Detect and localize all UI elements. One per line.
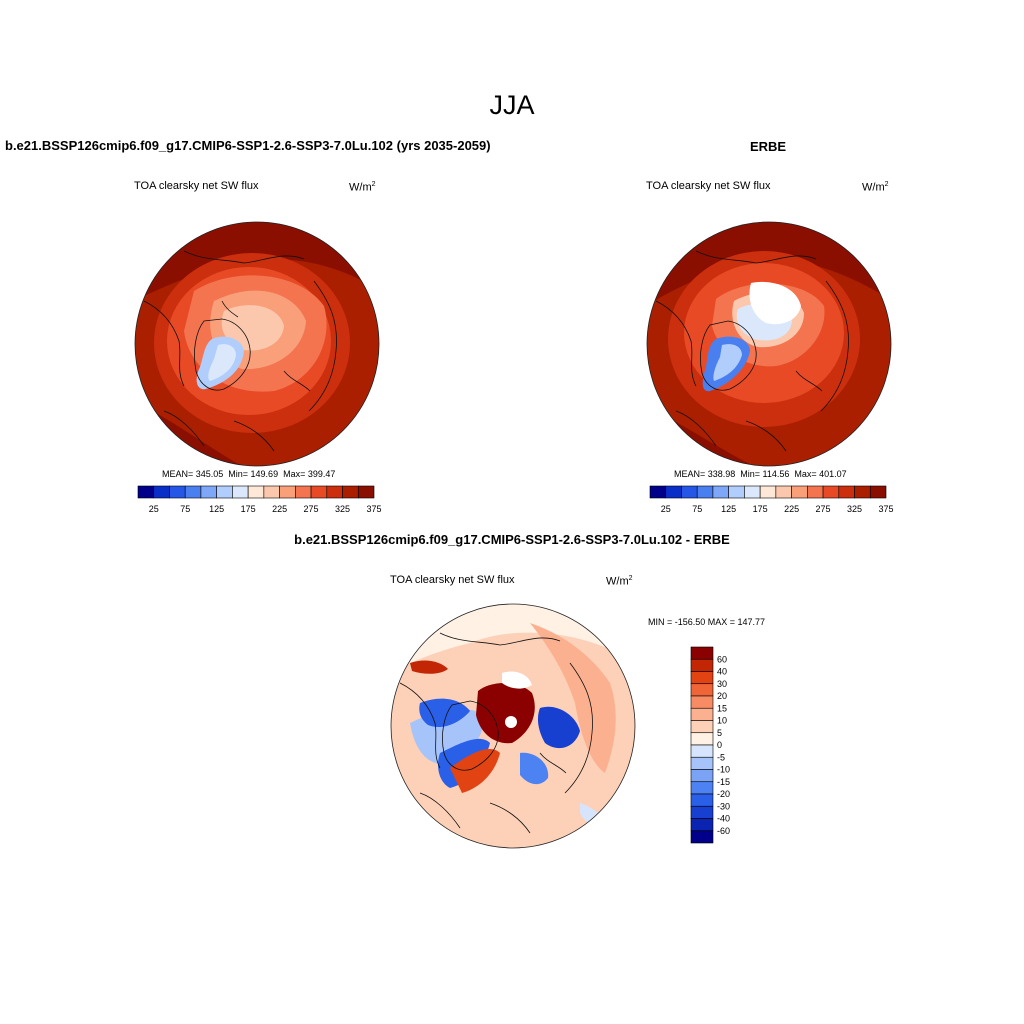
- diff-panel-title: b.e21.BSSP126cmip6.f09_g17.CMIP6-SSP1-2.…: [294, 532, 730, 547]
- diff-units: W/m2: [606, 575, 633, 588]
- colorbar-tick-label: 325: [847, 504, 862, 514]
- colorbar-tick-label: 10: [717, 716, 727, 726]
- colorbar-swatch: [326, 485, 343, 499]
- colorbar-swatch: [216, 485, 233, 499]
- main-title: JJA: [489, 90, 535, 120]
- colorbar-swatch: [791, 485, 808, 499]
- colorbar-tick-label: -15: [717, 777, 730, 787]
- colorbar-tick-label: -30: [717, 801, 730, 811]
- colorbar-swatch: [690, 707, 714, 721]
- colorbar-tick-label: 175: [753, 504, 768, 514]
- colorbar-swatch: [342, 485, 359, 499]
- colorbar-tick-label: 25: [661, 504, 671, 514]
- colorbar-tick-label: 275: [304, 504, 319, 514]
- colorbar-tick-label: 375: [366, 504, 381, 514]
- colorbar-swatch: [690, 830, 714, 844]
- obs-stats: MEAN= 338.98 Min= 114.56 Max= 401.07: [674, 469, 847, 479]
- colorbar-tick-label: 0: [717, 740, 722, 750]
- model-polar-map: [134, 221, 380, 467]
- colorbar-swatch: [690, 781, 714, 795]
- obs-panel-title: ERBE: [749, 139, 787, 154]
- colorbar-tick-label: 125: [721, 504, 736, 514]
- colorbar-swatch: [690, 756, 714, 770]
- colorbar-tick-label: 60: [717, 654, 727, 664]
- obs-colorbar: 25 75 125 175 225 275 325 375: [649, 485, 894, 514]
- colorbar-swatch: [247, 485, 265, 499]
- colorbar-tick-label: 15: [717, 703, 727, 713]
- model-colorbar: 25 75 125 175 225 275 325 375: [137, 485, 382, 514]
- colorbar-swatch: [169, 485, 186, 499]
- colorbar-swatch: [690, 720, 714, 734]
- colorbar-tick-label: 225: [272, 504, 287, 514]
- colorbar-swatch: [232, 485, 249, 499]
- model-panel-title: b.e21.BSSP126cmip6.f09_g17.CMIP6-SSP1-2.…: [5, 138, 491, 153]
- colorbar-tick-label: 75: [180, 504, 190, 514]
- colorbar-tick-label: 225: [784, 504, 799, 514]
- colorbar-swatch: [137, 485, 155, 499]
- colorbar-swatch: [854, 485, 871, 499]
- model-units: W/m2: [349, 181, 376, 194]
- colorbar-swatch: [690, 769, 714, 783]
- colorbar-tick-label: -20: [717, 789, 730, 799]
- colorbar-swatch: [690, 695, 714, 709]
- obs-polar-map: [646, 221, 892, 467]
- colorbar-swatch: [807, 485, 824, 499]
- colorbar-swatch: [690, 805, 714, 819]
- colorbar-swatch: [869, 485, 887, 499]
- diff-polar-map: [390, 603, 636, 849]
- colorbar-swatch: [690, 683, 714, 697]
- colorbar-tick-label: -5: [717, 752, 725, 762]
- colorbar-swatch: [838, 485, 855, 499]
- model-variable-label: TOA clearsky net SW flux: [134, 180, 259, 192]
- colorbar-swatch: [295, 485, 312, 499]
- colorbar-tick-label: 20: [717, 691, 727, 701]
- colorbar-swatch: [696, 485, 714, 499]
- diff-variable-label: TOA clearsky net SW flux: [390, 574, 515, 586]
- colorbar-swatch: [690, 732, 714, 746]
- colorbar-swatch: [649, 485, 667, 499]
- colorbar-swatch: [153, 485, 170, 499]
- colorbar-swatch: [822, 485, 840, 499]
- colorbar-swatch: [690, 658, 714, 672]
- obs-units: W/m2: [862, 181, 889, 194]
- colorbar-swatch: [310, 485, 328, 499]
- colorbar-tick-label: -60: [717, 826, 730, 836]
- obs-variable-label: TOA clearsky net SW flux: [646, 180, 771, 192]
- colorbar-tick-label: 40: [717, 667, 727, 677]
- diff-minmax: MIN = -156.50 MAX = 147.77: [648, 617, 766, 627]
- colorbar-swatch: [357, 485, 375, 499]
- colorbar-tick-label: 30: [717, 679, 727, 689]
- colorbar-tick-label: 275: [816, 504, 831, 514]
- colorbar-swatch: [690, 793, 714, 807]
- colorbar-tick-label: -10: [717, 765, 730, 775]
- colorbar-swatch: [279, 485, 296, 499]
- colorbar-tick-label: 5: [717, 728, 722, 738]
- colorbar-swatch: [712, 485, 729, 499]
- colorbar-swatch: [263, 485, 280, 499]
- colorbar-swatch: [759, 485, 777, 499]
- colorbar-swatch: [665, 485, 682, 499]
- colorbar-swatch: [690, 818, 714, 832]
- diff-colorbar: 60 40 30 20 15 10 5 0 -5 -10 -15 -20 -30 -40 -60: [690, 646, 730, 844]
- colorbar-swatch: [681, 485, 698, 499]
- colorbar-tick-label: 375: [878, 504, 893, 514]
- colorbar-swatch: [690, 646, 714, 660]
- colorbar-swatch: [775, 485, 792, 499]
- colorbar-swatch: [200, 485, 217, 499]
- colorbar-swatch: [690, 744, 714, 758]
- colorbar-swatch: [184, 485, 202, 499]
- colorbar-tick-label: 175: [241, 504, 256, 514]
- colorbar-tick-label: 125: [209, 504, 224, 514]
- colorbar-tick-label: 325: [335, 504, 350, 514]
- colorbar-swatch: [744, 485, 761, 499]
- model-stats: MEAN= 345.05 Min= 149.69 Max= 399.47: [162, 469, 336, 479]
- colorbar-swatch: [728, 485, 745, 499]
- colorbar-tick-label: -40: [717, 814, 730, 824]
- colorbar-tick-label: 75: [692, 504, 702, 514]
- colorbar-swatch: [690, 671, 714, 685]
- colorbar-tick-label: 25: [149, 504, 159, 514]
